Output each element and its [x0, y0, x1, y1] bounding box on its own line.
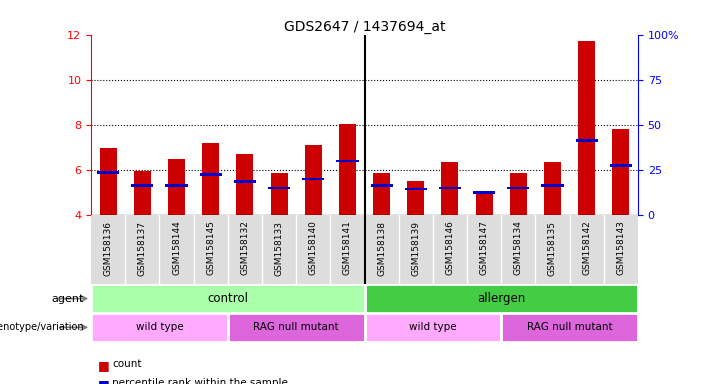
Text: GSM158142: GSM158142: [582, 220, 591, 275]
Text: allergen: allergen: [477, 292, 525, 305]
Bar: [91, 284, 365, 313]
Text: ■: ■: [98, 378, 110, 384]
Text: genotype/variation: genotype/variation: [0, 322, 84, 333]
Bar: [339, 124, 356, 215]
Text: GSM158143: GSM158143: [616, 220, 625, 275]
Bar: [473, 191, 495, 194]
Text: RAG null mutant: RAG null mutant: [526, 322, 613, 333]
Bar: [373, 173, 390, 215]
Text: count: count: [112, 359, 142, 369]
Title: GDS2647 / 1437694_at: GDS2647 / 1437694_at: [284, 20, 445, 33]
Bar: [407, 181, 424, 215]
Bar: [234, 180, 256, 182]
Bar: [544, 162, 561, 215]
Text: GSM158133: GSM158133: [275, 220, 284, 276]
Bar: [475, 191, 493, 215]
Bar: [371, 184, 393, 187]
Text: GSM158140: GSM158140: [308, 220, 318, 275]
Bar: [442, 162, 458, 215]
Text: GSM158144: GSM158144: [172, 220, 181, 275]
Text: GSM158134: GSM158134: [514, 220, 523, 275]
Bar: [134, 171, 151, 215]
Text: ■: ■: [98, 359, 110, 372]
Bar: [578, 41, 595, 215]
Text: percentile rank within the sample: percentile rank within the sample: [112, 378, 288, 384]
Text: GSM158145: GSM158145: [206, 220, 215, 275]
Bar: [510, 173, 527, 215]
Bar: [302, 177, 325, 180]
Bar: [202, 143, 219, 215]
Text: GSM158146: GSM158146: [445, 220, 454, 275]
Bar: [165, 184, 188, 187]
Text: GSM158139: GSM158139: [411, 220, 421, 276]
Bar: [365, 313, 501, 342]
Bar: [336, 159, 358, 162]
Bar: [610, 164, 632, 167]
Bar: [236, 154, 254, 215]
Bar: [576, 139, 598, 142]
Text: control: control: [207, 292, 248, 305]
Bar: [305, 145, 322, 215]
Bar: [268, 187, 290, 189]
Bar: [365, 284, 638, 313]
Text: GSM158137: GSM158137: [138, 220, 147, 276]
Bar: [228, 313, 365, 342]
Bar: [168, 159, 185, 215]
Bar: [97, 171, 119, 174]
Bar: [439, 187, 461, 189]
Bar: [404, 188, 427, 190]
Text: GSM158132: GSM158132: [240, 220, 250, 275]
Text: GSM158141: GSM158141: [343, 220, 352, 275]
Text: GSM158135: GSM158135: [548, 220, 557, 276]
Bar: [508, 187, 529, 189]
Bar: [100, 149, 117, 215]
Bar: [501, 313, 638, 342]
Bar: [541, 184, 564, 187]
Bar: [131, 184, 154, 187]
Bar: [271, 173, 287, 215]
Text: agent: agent: [52, 293, 84, 304]
Text: wild type: wild type: [136, 322, 183, 333]
Text: GSM158136: GSM158136: [104, 220, 113, 276]
Bar: [200, 173, 222, 176]
Bar: [612, 129, 629, 215]
Text: GSM158147: GSM158147: [479, 220, 489, 275]
Text: RAG null mutant: RAG null mutant: [253, 322, 339, 333]
Text: GSM158138: GSM158138: [377, 220, 386, 276]
Text: wild type: wild type: [409, 322, 456, 333]
Bar: [91, 313, 228, 342]
